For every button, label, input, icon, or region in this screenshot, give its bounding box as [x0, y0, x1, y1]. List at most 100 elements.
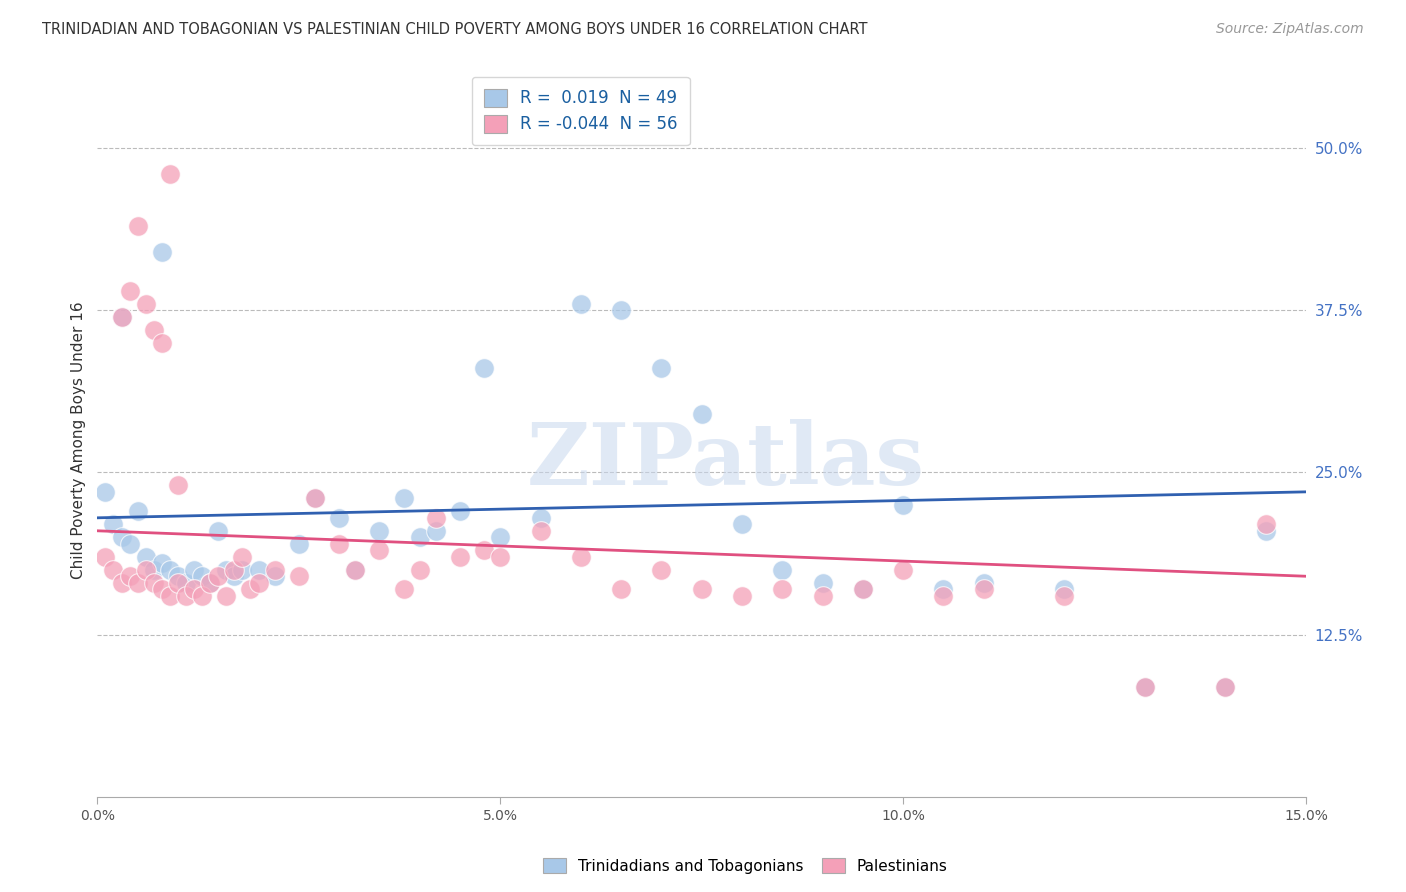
Point [610, 582, 633, 597]
Point [891, 563, 914, 577]
Point [932, 582, 955, 597]
Point [328, 511, 350, 525]
Point [690, 407, 713, 421]
Point [731, 589, 754, 603]
Point [135, 549, 157, 564]
Point [127, 219, 149, 233]
Point [183, 563, 205, 577]
Point [489, 549, 512, 564]
Y-axis label: Child Poverty Among Boys Under 16: Child Poverty Among Boys Under 16 [72, 301, 86, 579]
Point [1053, 582, 1076, 597]
Point [191, 589, 214, 603]
Point [239, 582, 262, 597]
Legend: R =  0.019  N = 49, R = -0.044  N = 56: R = 0.019 N = 49, R = -0.044 N = 56 [472, 77, 689, 145]
Point [650, 361, 672, 376]
Point [127, 575, 149, 590]
Point [344, 563, 367, 577]
Point [118, 284, 141, 298]
Text: TRINIDADIAN AND TOBAGONIAN VS PALESTINIAN CHILD POVERTY AMONG BOYS UNDER 16 CORR: TRINIDADIAN AND TOBAGONIAN VS PALESTINIA… [42, 22, 868, 37]
Point [174, 575, 197, 590]
Point [1133, 680, 1156, 694]
Point [94, 549, 117, 564]
Point [1133, 680, 1156, 694]
Point [135, 563, 157, 577]
Point [472, 543, 495, 558]
Point [852, 582, 875, 597]
Point [198, 575, 221, 590]
Point [973, 582, 995, 597]
Point [731, 517, 754, 532]
Point [852, 582, 875, 597]
Point [1215, 680, 1237, 694]
Point [263, 569, 285, 583]
Point [288, 569, 311, 583]
Point [328, 537, 350, 551]
Point [973, 575, 995, 590]
Point [150, 244, 173, 259]
Point [408, 563, 430, 577]
Point [207, 524, 229, 538]
Point [103, 563, 125, 577]
Point [94, 484, 117, 499]
Point [368, 524, 391, 538]
Point [569, 296, 592, 310]
Point [304, 491, 326, 506]
Point [449, 549, 471, 564]
Point [167, 569, 190, 583]
Point [288, 537, 311, 551]
Point [198, 575, 221, 590]
Point [449, 504, 471, 518]
Point [472, 361, 495, 376]
Point [1215, 680, 1237, 694]
Point [231, 549, 253, 564]
Point [159, 563, 181, 577]
Point [425, 524, 447, 538]
Point [127, 504, 149, 518]
Point [167, 478, 190, 492]
Point [142, 563, 165, 577]
Point [224, 563, 246, 577]
Point [207, 569, 229, 583]
Point [159, 589, 181, 603]
Point [770, 563, 793, 577]
Point [425, 511, 447, 525]
Point [690, 582, 713, 597]
Point [344, 563, 367, 577]
Text: ZIPatlas: ZIPatlas [527, 419, 925, 503]
Point [1254, 517, 1277, 532]
Point [408, 530, 430, 544]
Point [392, 582, 415, 597]
Point [247, 563, 270, 577]
Point [529, 524, 551, 538]
Point [392, 491, 415, 506]
Point [215, 563, 238, 577]
Point [1254, 524, 1277, 538]
Point [1053, 589, 1076, 603]
Point [110, 530, 132, 544]
Point [231, 563, 253, 577]
Point [118, 569, 141, 583]
Point [103, 517, 125, 532]
Legend: Trinidadians and Tobagonians, Palestinians: Trinidadians and Tobagonians, Palestinia… [537, 852, 953, 880]
Point [224, 569, 246, 583]
Point [142, 322, 165, 336]
Point [110, 575, 132, 590]
Point [610, 303, 633, 318]
Point [529, 511, 551, 525]
Point [569, 549, 592, 564]
Point [118, 537, 141, 551]
Point [110, 310, 132, 324]
Point [368, 543, 391, 558]
Point [135, 296, 157, 310]
Point [159, 167, 181, 181]
Point [770, 582, 793, 597]
Point [811, 589, 834, 603]
Point [247, 575, 270, 590]
Point [150, 556, 173, 570]
Point [142, 575, 165, 590]
Point [489, 530, 512, 544]
Point [150, 335, 173, 350]
Point [932, 589, 955, 603]
Point [650, 563, 672, 577]
Point [191, 569, 214, 583]
